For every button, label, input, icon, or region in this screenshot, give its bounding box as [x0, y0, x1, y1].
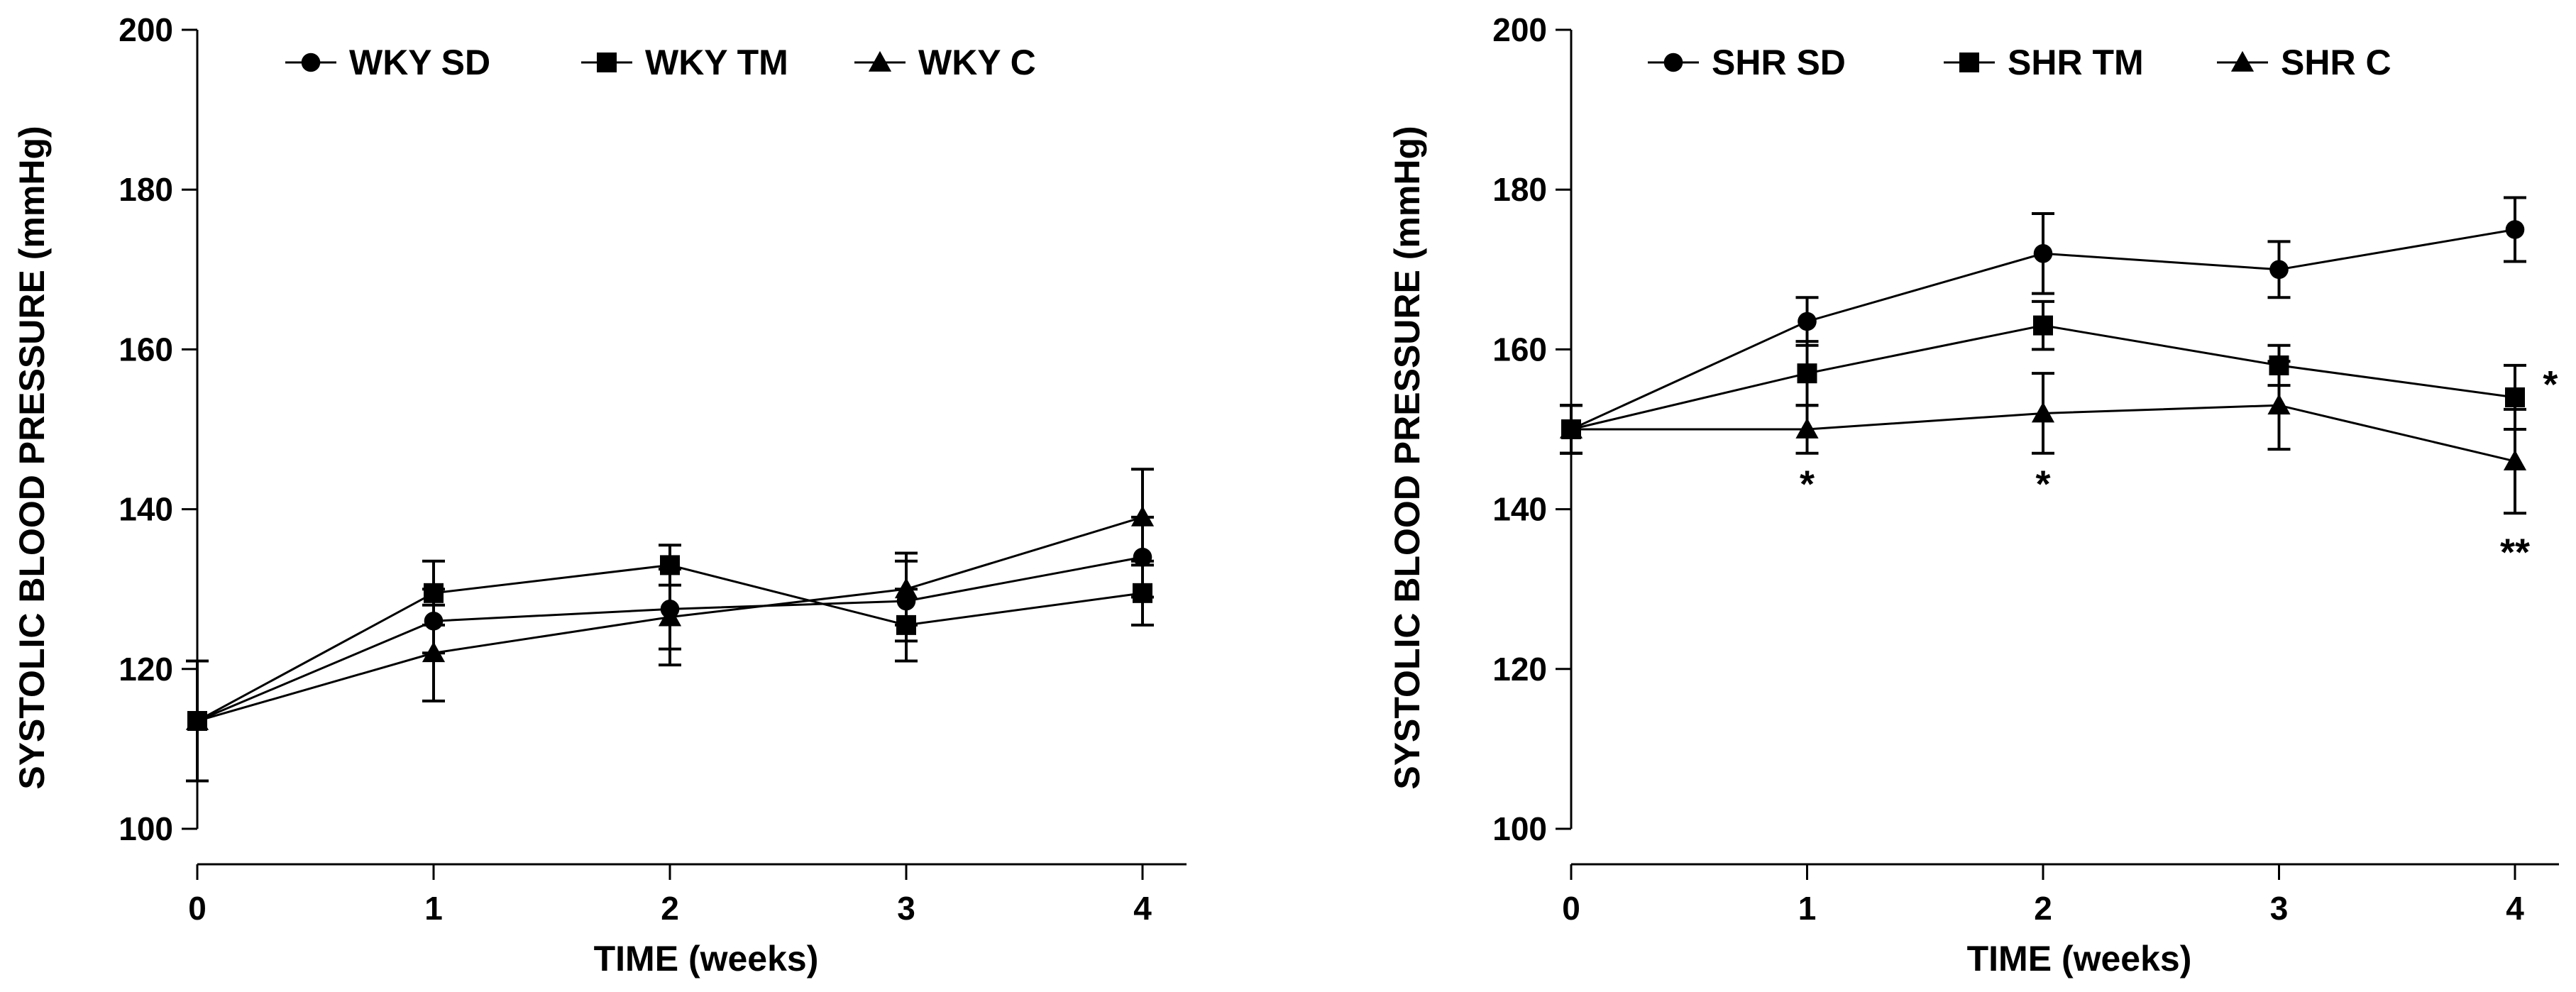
y-tick-label: 100: [1492, 810, 1547, 847]
legend-marker-square: [1959, 53, 1979, 72]
legend-marker-circle: [301, 53, 321, 72]
y-axis-title: SYSTOLIC BLOOD PRESSURE (mmHg): [1387, 126, 1427, 789]
chart-panel-1: 100 120 140 160 180 200 0 1 2 3 4 TIME (weeks) SYSTO…: [12, 11, 1187, 979]
x-tick-label: 3: [2270, 890, 2289, 927]
legend-item: WKY C: [854, 43, 1036, 82]
legend-item: WKY TM: [581, 43, 788, 82]
legend-marker-circle: [1663, 53, 1683, 72]
y-tick-label: 200: [119, 11, 173, 48]
data-point-triangle: [658, 605, 682, 627]
data-point-square: [1797, 363, 1817, 384]
x-axis-title: TIME (weeks): [594, 939, 819, 979]
y-tick-label: 120: [119, 651, 173, 688]
y-tick-label: 140: [119, 491, 173, 528]
x-tick-label: 2: [2034, 890, 2052, 927]
x-tick-label: 3: [897, 890, 915, 927]
legend-label: WKY C: [918, 43, 1036, 82]
significance-annotation: **: [2500, 531, 2530, 573]
significance-annotation: *: [2543, 363, 2558, 406]
data-point-circle: [2033, 243, 2053, 263]
legend-label: WKY SD: [349, 43, 490, 82]
data-point-circle: [1798, 312, 1817, 331]
legend-item: SHR C: [2217, 43, 2391, 82]
legend-marker-triangle: [2230, 50, 2255, 72]
data-point-circle: [2269, 260, 2289, 280]
legend-label: SHR SD: [1712, 43, 1846, 82]
data-point-triangle: [2267, 394, 2291, 415]
legend-item: WKY SD: [285, 43, 490, 82]
x-tick-label: 4: [2506, 890, 2524, 927]
data-point-circle: [2505, 220, 2525, 239]
x-tick-label: 2: [661, 890, 679, 927]
series-shr-c: [1559, 360, 2527, 515]
series-wky-c: [185, 468, 1155, 783]
data-point-triangle: [2031, 402, 2055, 423]
data-point-square: [1133, 583, 1152, 603]
legend-marker-square: [597, 53, 617, 72]
x-axis-title: TIME (weeks): [1967, 939, 2192, 979]
data-point-triangle: [894, 578, 918, 599]
y-tick-label: 120: [1492, 651, 1547, 688]
legend-item: SHR TM: [1944, 43, 2144, 82]
y-tick-label: 160: [119, 331, 173, 368]
legend-label: WKY TM: [645, 43, 788, 82]
x-tick-label: 0: [188, 890, 207, 927]
data-point-triangle: [1559, 417, 1583, 439]
legend-label: SHR TM: [2008, 43, 2144, 82]
x-tick-label: 4: [1133, 890, 1152, 927]
x-tick-label: 1: [1798, 890, 1817, 927]
data-point-triangle: [2503, 449, 2527, 470]
y-tick-label: 200: [1492, 11, 1547, 48]
data-point-triangle: [1130, 505, 1155, 527]
x-tick-label: 1: [424, 890, 443, 927]
data-point-square: [2033, 315, 2053, 336]
legend-item: SHR SD: [1648, 43, 1846, 82]
legend-label: SHR C: [2281, 43, 2391, 82]
data-point-triangle: [185, 709, 209, 730]
y-tick-label: 160: [1492, 331, 1547, 368]
significance-annotation: *: [1800, 463, 1815, 506]
legend-marker-triangle: [868, 50, 892, 72]
data-point-triangle: [1795, 417, 1819, 439]
x-tick-label: 0: [1562, 890, 1580, 927]
y-tick-label: 100: [119, 810, 173, 847]
y-axis-title: SYSTOLIC BLOOD PRESSURE (mmHg): [12, 126, 52, 789]
data-point-square: [2505, 387, 2525, 407]
chart-panel-2: 100 120 140 160 180 200 0 1 2 3 4 TIME (weeks) SYSTO…: [1387, 11, 2559, 979]
significance-annotation: *: [2035, 463, 2050, 506]
y-tick-label: 180: [1492, 171, 1547, 208]
y-tick-label: 180: [119, 171, 173, 208]
data-point-square: [424, 583, 444, 603]
y-tick-label: 140: [1492, 491, 1547, 528]
data-point-triangle: [422, 641, 446, 663]
